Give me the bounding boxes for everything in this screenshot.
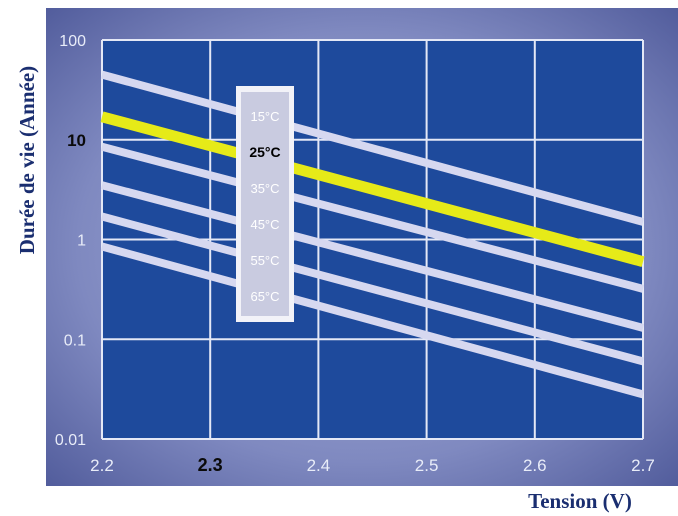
tick-labels: 100 10 1 0.1 0.012.2 2.3 2.4 2.5 2.6 2.7 — [55, 33, 655, 475]
x-axis-title: Tension (V) — [528, 489, 632, 513]
y-tick-label: 10 — [67, 131, 86, 150]
x-tick-label: 2.3 — [198, 455, 223, 475]
y-tick-label: 100 — [59, 33, 86, 50]
x-tick-label: 2.6 — [523, 456, 547, 475]
series-line-45c — [100, 181, 645, 332]
legend-label-15c: 15°C — [250, 109, 279, 124]
series-line-65c — [100, 242, 645, 399]
legend-inner — [241, 92, 289, 316]
x-tick-label: 2.7 — [631, 456, 655, 475]
x-tick-label: 2.2 — [90, 456, 114, 475]
legend-label-45c: 45°C — [250, 217, 279, 232]
legend-label-55c: 55°C — [250, 253, 279, 268]
y-axis-title: Durée de vie (Année) — [15, 66, 39, 254]
series-line-25c — [100, 111, 645, 267]
legend-label-35c: 35°C — [250, 181, 279, 196]
y-tick-label: 0.01 — [55, 432, 86, 449]
legend: 15°C 25°C 35°C 45°C 55°C 65°C — [236, 86, 294, 322]
y-tick-label: 0.1 — [64, 332, 86, 349]
x-tick-label: 2.5 — [415, 456, 439, 475]
legend-label-65c: 65°C — [250, 289, 279, 304]
series-line-55c — [100, 212, 645, 366]
series-lines — [100, 70, 645, 399]
x-tick-label: 2.4 — [307, 456, 331, 475]
series-line-35c — [100, 142, 645, 293]
series-line-15c — [100, 70, 645, 226]
y-tick-label: 1 — [77, 233, 86, 250]
legend-label-25c: 25°C — [249, 144, 280, 160]
